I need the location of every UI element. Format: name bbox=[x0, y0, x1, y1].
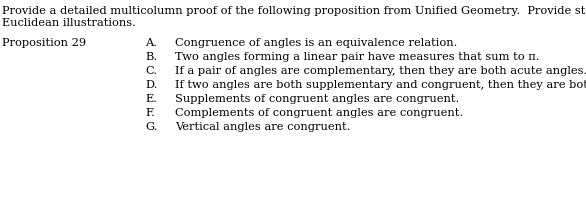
Text: Complements of congruent angles are congruent.: Complements of congruent angles are cong… bbox=[175, 108, 463, 118]
Text: Supplements of congruent angles are congruent.: Supplements of congruent angles are cong… bbox=[175, 94, 459, 104]
Text: If two angles are both supplementary and congruent, then they are both right ang: If two angles are both supplementary and… bbox=[175, 80, 586, 90]
Text: C.: C. bbox=[145, 66, 157, 76]
Text: G.: G. bbox=[145, 122, 158, 132]
Text: Proposition 29: Proposition 29 bbox=[2, 38, 86, 48]
Text: B.: B. bbox=[145, 52, 157, 62]
Text: If a pair of angles are complementary, then they are both acute angles.: If a pair of angles are complementary, t… bbox=[175, 66, 586, 76]
Text: Two angles forming a linear pair have measures that sum to π.: Two angles forming a linear pair have me… bbox=[175, 52, 540, 62]
Text: Congruence of angles is an equivalence relation.: Congruence of angles is an equivalence r… bbox=[175, 38, 458, 48]
Text: Vertical angles are congruent.: Vertical angles are congruent. bbox=[175, 122, 350, 132]
Text: A.: A. bbox=[145, 38, 157, 48]
Text: Euclidean illustrations.: Euclidean illustrations. bbox=[2, 18, 136, 28]
Text: Provide a detailed multicolumn proof of the following proposition from Unified G: Provide a detailed multicolumn proof of … bbox=[2, 6, 586, 16]
Text: D.: D. bbox=[145, 80, 158, 90]
Text: F.: F. bbox=[145, 108, 155, 118]
Text: E.: E. bbox=[145, 94, 157, 104]
